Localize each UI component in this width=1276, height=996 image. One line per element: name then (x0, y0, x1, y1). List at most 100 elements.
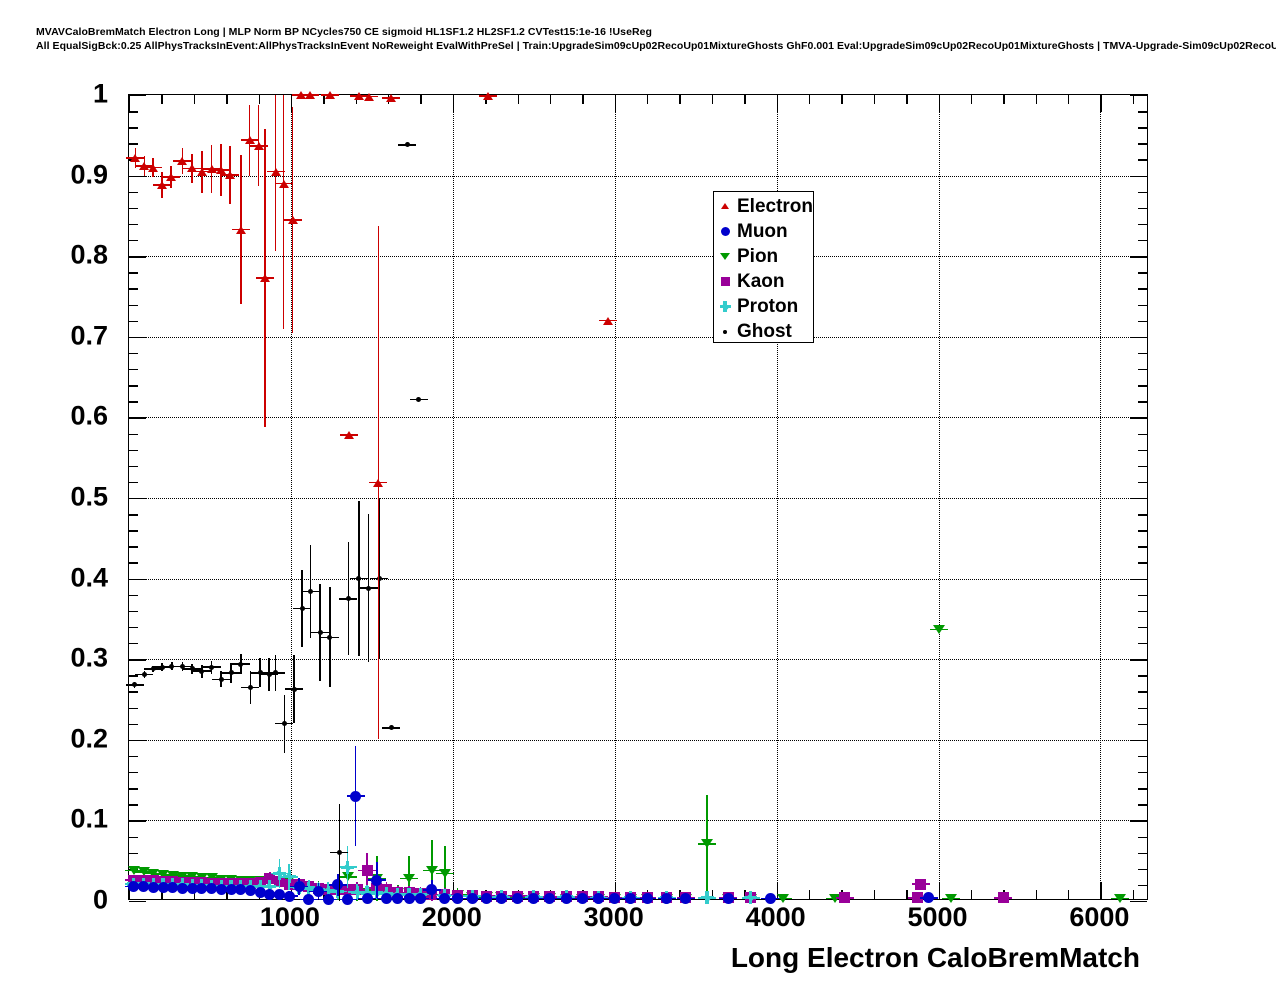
axis-tick (129, 336, 146, 339)
circle-marker (361, 893, 373, 905)
axis-tick (129, 223, 138, 226)
star-marker (350, 885, 364, 899)
dot-marker (238, 661, 244, 667)
legend-item-pion[interactable]: Pion (717, 244, 813, 269)
legend-label: Pion (737, 246, 779, 267)
legend-item-muon[interactable]: Muon (717, 219, 813, 244)
dot-marker (218, 676, 224, 682)
x-tick-label: 2000 (421, 902, 482, 932)
circle-marker (625, 893, 637, 905)
axis-tick (129, 417, 146, 419)
legend-item-kaon[interactable]: Kaon (717, 269, 813, 294)
square-marker (342, 884, 354, 896)
triangle-up-marker (166, 173, 177, 182)
triangle-down-marker (425, 865, 438, 875)
circle-marker (283, 890, 295, 902)
dot-marker (159, 664, 165, 670)
circle-marker (403, 893, 415, 905)
legend-item-electron[interactable]: Electron (717, 194, 813, 219)
axis-tick (452, 95, 455, 112)
axis-tick (1130, 739, 1147, 742)
circle-marker (138, 880, 150, 892)
axis-tick (614, 882, 617, 899)
dot-marker (416, 397, 422, 403)
circle-marker (641, 893, 653, 905)
circle-marker (157, 881, 169, 893)
triangle-down-marker (205, 873, 218, 883)
axis-tick (161, 890, 163, 899)
circle-marker (764, 893, 776, 905)
axis-tick (776, 95, 778, 112)
axis-tick (129, 675, 138, 677)
y-tick-label: 0.7 (70, 320, 108, 351)
axis-tick (809, 890, 811, 899)
circle-marker (206, 883, 218, 895)
axis-tick (1138, 772, 1147, 774)
axis-tick (193, 95, 196, 104)
triangle-up-marker (235, 225, 246, 234)
axis-tick (970, 95, 973, 104)
axis-tick (129, 659, 146, 661)
dot-marker (150, 666, 156, 672)
axis-tick (129, 143, 138, 145)
triangle-up-marker (206, 165, 217, 174)
legend-box[interactable]: Electron Muon Pion Kaon Proton Ghost (713, 191, 814, 343)
gridline-horizontal (129, 175, 1147, 177)
circle-marker (147, 881, 159, 893)
triangle-down-marker (127, 865, 140, 875)
axis-tick (1100, 882, 1102, 899)
axis-tick (809, 95, 811, 104)
circle-marker (196, 882, 208, 894)
square-marker (997, 892, 1009, 904)
axis-tick (129, 594, 138, 597)
star-marker (321, 884, 335, 898)
axis-tick (1138, 433, 1147, 435)
y-tick-label: 0 (92, 884, 108, 915)
legend-label: Electron (737, 196, 814, 217)
circle-marker (392, 893, 404, 905)
triangle-down-marker (701, 839, 713, 849)
axis-tick (1138, 465, 1147, 468)
dot-marker (228, 670, 234, 676)
triangle-up-marker (216, 165, 227, 174)
dot-marker (179, 663, 185, 669)
axis-tick (129, 804, 138, 806)
dot-marker (291, 686, 297, 692)
plot-frame: Electron Muon Pion Kaon Proton Ghost (124, 91, 1148, 905)
axis-tick (129, 530, 138, 532)
axis-tick (1138, 788, 1147, 790)
axis-tick (1138, 723, 1147, 726)
axis-tick (647, 95, 649, 104)
dot-marker (376, 576, 382, 582)
axis-tick (129, 352, 138, 355)
axis-tick (1132, 890, 1135, 899)
axis-tick (129, 449, 138, 452)
triangle-up-marker (353, 91, 364, 100)
axis-tick (129, 288, 138, 290)
circle-marker (350, 790, 362, 802)
axis-tick (129, 111, 138, 113)
dot-marker (299, 605, 305, 611)
triangle-up-icon (717, 199, 733, 215)
triangle-up-marker (244, 136, 255, 145)
axis-tick (1138, 207, 1147, 210)
y-tick-label: 0.8 (70, 239, 108, 270)
axis-tick (1138, 868, 1147, 871)
axis-tick (1138, 240, 1147, 242)
axis-tick (1138, 852, 1147, 855)
circle-marker (371, 874, 383, 886)
axis-tick (744, 95, 746, 104)
axis-tick (1068, 95, 1070, 104)
circle-marker (439, 893, 451, 905)
gridline-vertical (290, 95, 292, 899)
legend-item-ghost[interactable]: Ghost (717, 319, 813, 344)
axis-tick (1138, 643, 1147, 645)
circle-marker (225, 884, 237, 896)
dot-marker (345, 596, 351, 602)
circle-marker (576, 893, 588, 905)
axis-tick (226, 95, 228, 104)
triangle-down-marker (777, 894, 790, 904)
legend-item-proton[interactable]: Proton (717, 294, 813, 319)
axis-tick (129, 401, 138, 403)
